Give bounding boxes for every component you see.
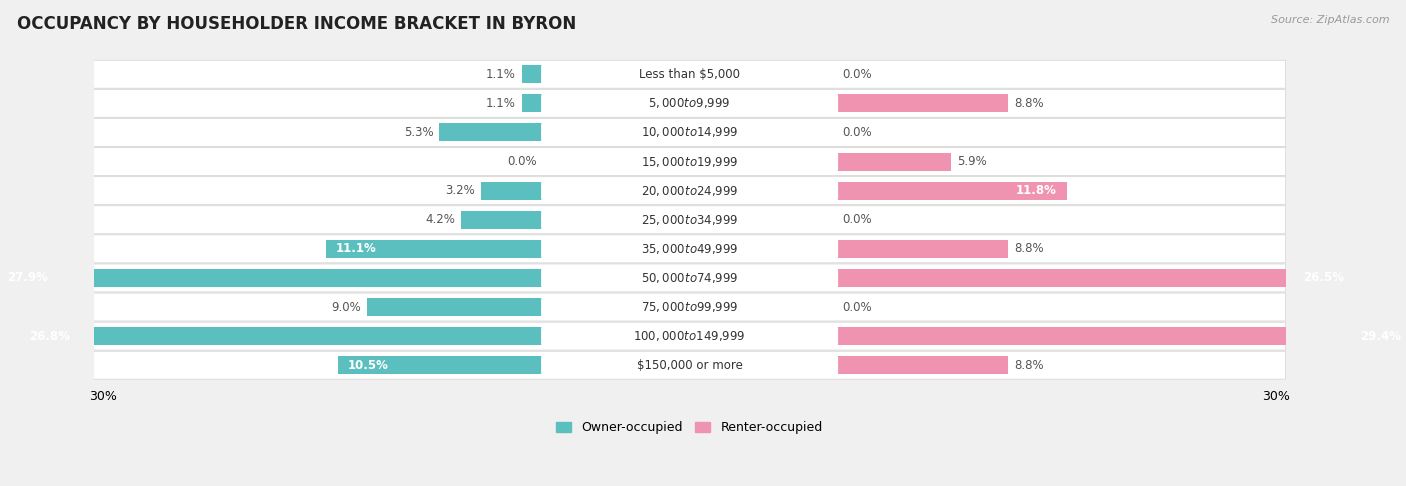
Text: 10.5%: 10.5% <box>347 359 388 372</box>
Text: 9.0%: 9.0% <box>332 300 361 313</box>
Text: Less than $5,000: Less than $5,000 <box>640 68 740 81</box>
Text: 11.8%: 11.8% <box>1017 184 1057 197</box>
Text: $150,000 or more: $150,000 or more <box>637 359 742 372</box>
Bar <box>0 269 543 287</box>
Text: 3.2%: 3.2% <box>444 184 475 197</box>
Text: 8.8%: 8.8% <box>1014 359 1043 372</box>
Bar <box>481 182 543 200</box>
Bar <box>837 356 1008 374</box>
Text: $50,000 to $74,999: $50,000 to $74,999 <box>641 271 738 285</box>
Text: 26.8%: 26.8% <box>30 330 70 343</box>
Text: 0.0%: 0.0% <box>842 300 872 313</box>
Bar <box>522 94 543 112</box>
Bar <box>837 327 1406 345</box>
Bar <box>20 327 543 345</box>
FancyBboxPatch shape <box>541 180 838 201</box>
FancyBboxPatch shape <box>541 209 838 230</box>
Text: 8.8%: 8.8% <box>1014 243 1043 255</box>
Bar <box>522 65 543 83</box>
FancyBboxPatch shape <box>94 206 1285 234</box>
FancyBboxPatch shape <box>94 322 1285 350</box>
Bar <box>837 240 1008 258</box>
Text: 4.2%: 4.2% <box>425 213 456 226</box>
FancyBboxPatch shape <box>541 64 838 85</box>
FancyBboxPatch shape <box>541 326 838 347</box>
Bar <box>837 94 1008 112</box>
Text: 0.0%: 0.0% <box>842 213 872 226</box>
FancyBboxPatch shape <box>541 268 838 288</box>
FancyBboxPatch shape <box>94 264 1285 292</box>
Text: $25,000 to $34,999: $25,000 to $34,999 <box>641 213 738 227</box>
Text: 5.9%: 5.9% <box>957 155 987 168</box>
Bar <box>837 269 1354 287</box>
FancyBboxPatch shape <box>94 148 1285 175</box>
FancyBboxPatch shape <box>94 60 1285 88</box>
Text: 11.1%: 11.1% <box>336 243 377 255</box>
Text: $100,000 to $149,999: $100,000 to $149,999 <box>633 329 745 343</box>
FancyBboxPatch shape <box>94 235 1285 263</box>
FancyBboxPatch shape <box>94 177 1285 205</box>
Text: 27.9%: 27.9% <box>7 271 48 284</box>
Text: $35,000 to $49,999: $35,000 to $49,999 <box>641 242 738 256</box>
Text: 0.0%: 0.0% <box>842 68 872 81</box>
Text: 26.5%: 26.5% <box>1303 271 1344 284</box>
Text: $15,000 to $19,999: $15,000 to $19,999 <box>641 155 738 169</box>
FancyBboxPatch shape <box>541 355 838 375</box>
Text: 5.3%: 5.3% <box>404 126 433 139</box>
Bar <box>461 211 543 229</box>
Text: 29.4%: 29.4% <box>1360 330 1400 343</box>
Legend: Owner-occupied, Renter-occupied: Owner-occupied, Renter-occupied <box>551 416 828 439</box>
Text: $20,000 to $24,999: $20,000 to $24,999 <box>641 184 738 198</box>
Text: OCCUPANCY BY HOUSEHOLDER INCOME BRACKET IN BYRON: OCCUPANCY BY HOUSEHOLDER INCOME BRACKET … <box>17 15 576 33</box>
FancyBboxPatch shape <box>94 293 1285 321</box>
Bar <box>367 298 543 316</box>
Text: $75,000 to $99,999: $75,000 to $99,999 <box>641 300 738 314</box>
FancyBboxPatch shape <box>541 151 838 172</box>
Bar <box>337 356 543 374</box>
Text: 0.0%: 0.0% <box>842 126 872 139</box>
Text: 1.1%: 1.1% <box>486 97 516 110</box>
Text: $5,000 to $9,999: $5,000 to $9,999 <box>648 96 731 110</box>
Text: $10,000 to $14,999: $10,000 to $14,999 <box>641 125 738 139</box>
FancyBboxPatch shape <box>94 119 1285 146</box>
FancyBboxPatch shape <box>541 122 838 142</box>
Bar <box>440 123 543 141</box>
FancyBboxPatch shape <box>94 351 1285 379</box>
FancyBboxPatch shape <box>94 89 1285 117</box>
FancyBboxPatch shape <box>541 93 838 114</box>
FancyBboxPatch shape <box>541 239 838 259</box>
FancyBboxPatch shape <box>541 297 838 317</box>
Bar <box>837 153 952 171</box>
Bar <box>326 240 543 258</box>
Bar <box>837 182 1067 200</box>
Text: 8.8%: 8.8% <box>1014 97 1043 110</box>
Text: 0.0%: 0.0% <box>508 155 537 168</box>
Text: Source: ZipAtlas.com: Source: ZipAtlas.com <box>1271 15 1389 25</box>
Text: 1.1%: 1.1% <box>486 68 516 81</box>
